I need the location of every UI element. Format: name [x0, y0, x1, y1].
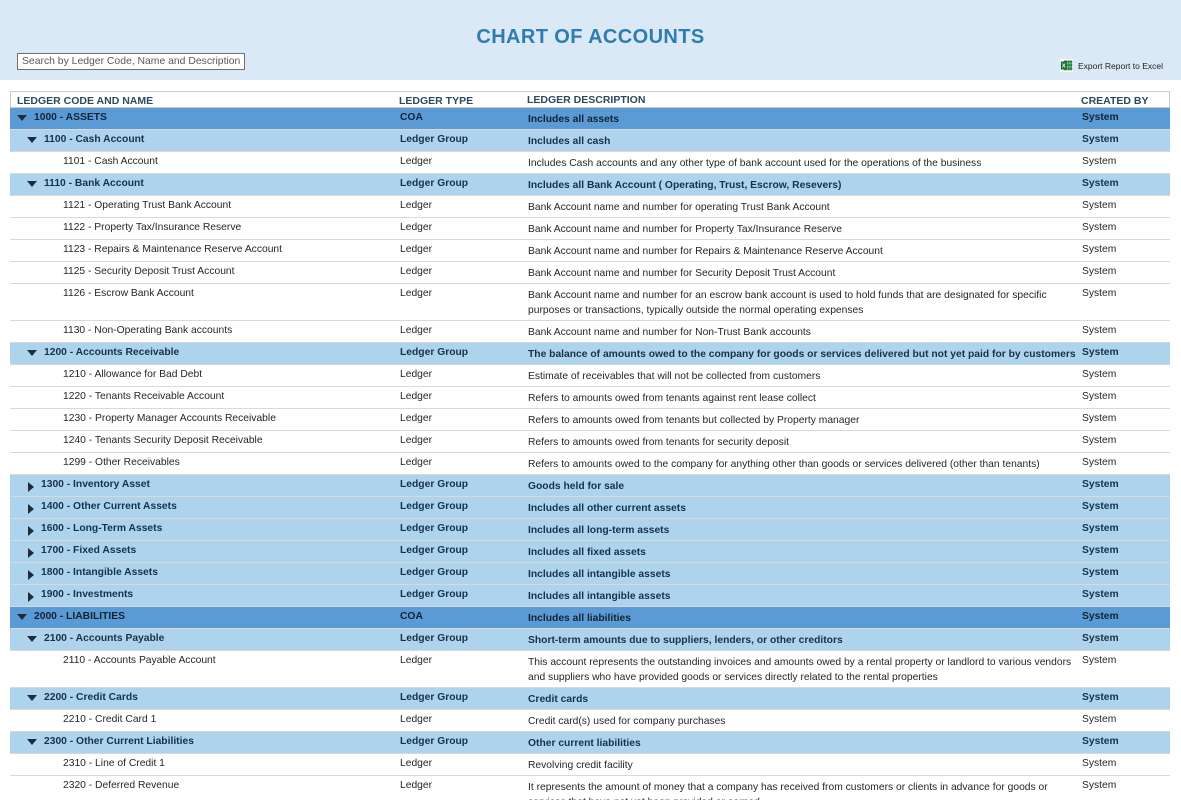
svg-text:X: X: [1062, 63, 1066, 69]
